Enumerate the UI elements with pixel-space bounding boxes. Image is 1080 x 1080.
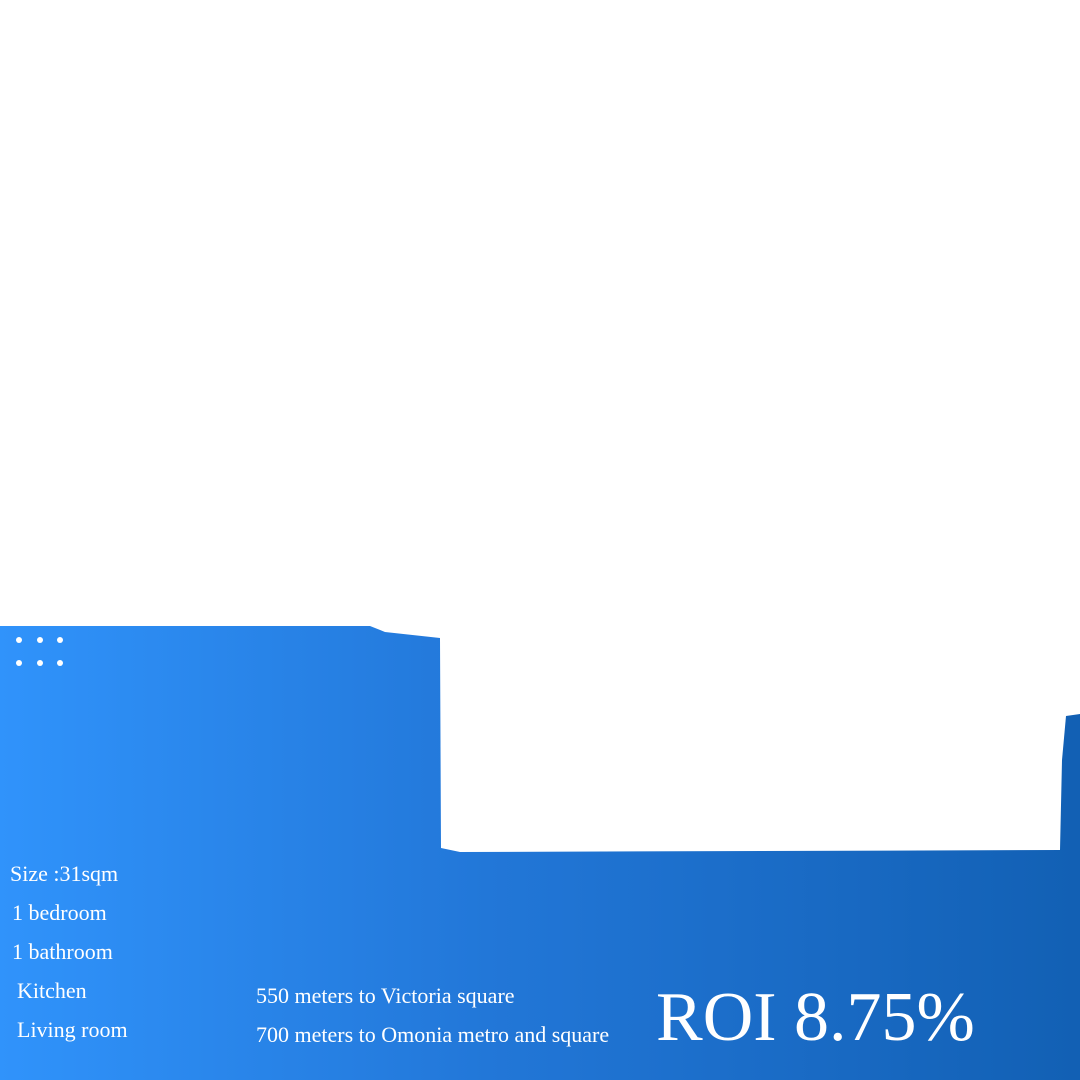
dot [37,660,43,666]
dot [16,637,22,643]
feature-kitchen: Kitchen [17,978,87,1003]
feature-size: Size :31sqm [10,861,119,886]
dot [57,660,63,666]
roi-headline: ROI 8.75% [656,979,975,1056]
dots-grid-icon [16,637,68,671]
dot [57,637,63,643]
feature-bathroom: 1 bathroom [12,939,113,964]
dot [16,660,22,666]
feature-living-room: Living room [17,1017,128,1042]
dot [37,637,43,643]
distance-victoria-square: 550 meters to Victoria square [256,983,515,1008]
feature-bedroom: 1 bedroom [12,900,107,925]
distance-omonia-metro: 700 meters to Omonia metro and square [256,1022,610,1047]
